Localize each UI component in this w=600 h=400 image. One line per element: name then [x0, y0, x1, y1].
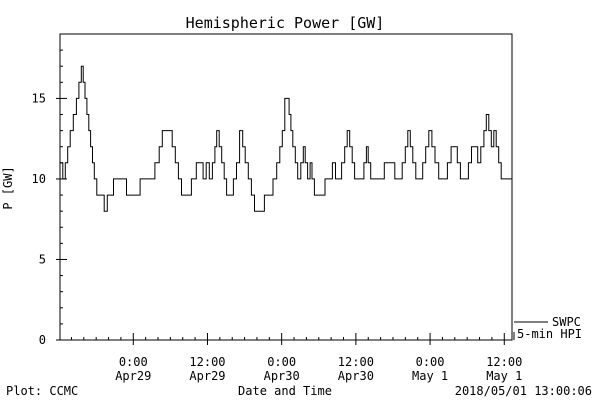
x-tick-label-date: Apr29 — [189, 369, 225, 383]
x-tick-label-date: May 1 — [412, 369, 448, 383]
x-axis-ticks: 0:00Apr2912:00Apr290:00Apr3012:00Apr300:… — [115, 333, 522, 383]
legend-label-swpc: SWPC — [552, 315, 581, 329]
y-axis-label: P [GW] — [1, 166, 15, 209]
x-tick-label-time: 0:00 — [416, 355, 445, 369]
plot-source-label: Plot: CCMC — [6, 384, 78, 398]
plot-timestamp: 2018/05/01 13:00:06 — [455, 384, 592, 398]
x-tick-label-date: Apr30 — [338, 369, 374, 383]
x-minor-ticks — [70, 337, 493, 340]
y-tick-label: 15 — [32, 91, 46, 105]
x-tick-label-time: 12:00 — [189, 355, 225, 369]
x-tick-label-time: 12:00 — [486, 355, 522, 369]
x-tick-label-time: 0:00 — [119, 355, 148, 369]
chart-title: Hemispheric Power [GW] — [186, 14, 385, 32]
plot-frame — [59, 33, 513, 341]
x-axis-label: Date and Time — [238, 384, 332, 398]
x-tick-label-date: May 1 — [486, 369, 522, 383]
legend-label-hpi: 5-min HPI — [517, 327, 582, 341]
y-tick-label: 10 — [32, 172, 46, 186]
y-minor-ticks — [60, 33, 63, 325]
y-tick-label: 0 — [39, 333, 46, 347]
x-tick-label-time: 0:00 — [267, 355, 296, 369]
y-tick-label: 5 — [39, 252, 46, 266]
x-tick-label-date: Apr29 — [115, 369, 151, 383]
y-axis-ticks: 0 5 10 15 — [32, 91, 67, 347]
series-line-swpc — [60, 65, 513, 212]
x-tick-label-time: 12:00 — [338, 355, 374, 369]
x-tick-label-date: Apr30 — [264, 369, 300, 383]
